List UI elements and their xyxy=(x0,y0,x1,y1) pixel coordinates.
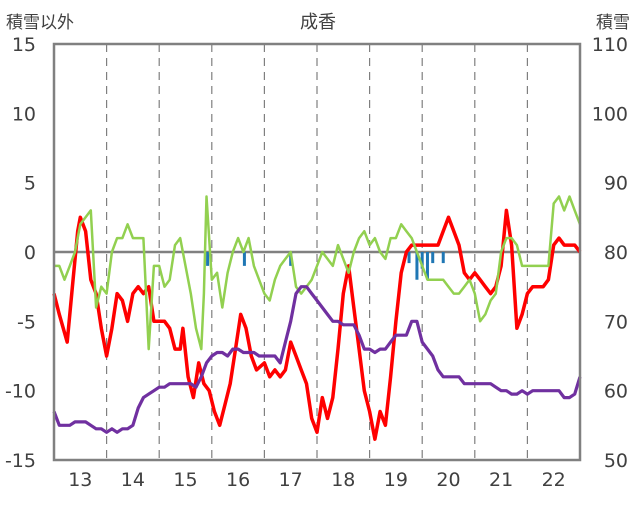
y-left-tick-label: 5 xyxy=(24,173,36,195)
y-left-tick-label: -10 xyxy=(5,381,36,403)
x-tick-label: 19 xyxy=(384,469,408,491)
chart-title: 成香 xyxy=(300,12,336,33)
series-line-purple xyxy=(52,285,582,434)
x-tick-label: 14 xyxy=(121,469,145,491)
precip-bar xyxy=(420,252,424,269)
y-right-axis-label: 積雪 xyxy=(596,13,630,33)
y-left-tick-label: 15 xyxy=(12,34,36,56)
y-left-tick-label: 0 xyxy=(24,242,36,264)
precip-bar xyxy=(425,252,429,280)
x-tick-label: 17 xyxy=(279,469,303,491)
y-left-tick-label: -15 xyxy=(5,450,36,472)
y-right-tick-label: 90 xyxy=(604,173,628,195)
precip-bar xyxy=(206,252,210,266)
y-left-tick-label: -5 xyxy=(17,311,36,333)
precip-bar xyxy=(431,252,435,264)
precip-bar xyxy=(407,252,411,264)
y-right-tick-label: 50 xyxy=(604,450,628,472)
y-right-tick-label: 100 xyxy=(592,103,628,125)
x-tick-label: 20 xyxy=(436,469,460,491)
x-tick-label: 13 xyxy=(68,469,92,491)
precip-bar xyxy=(242,252,246,266)
y-right-tick-label: 60 xyxy=(604,381,628,403)
precip-bar xyxy=(415,252,419,280)
x-tick-label: 18 xyxy=(331,469,355,491)
series-line-red xyxy=(52,208,582,441)
y-left-axis-label: 積雪以外 xyxy=(6,13,74,33)
precip-bar xyxy=(441,252,445,264)
y-left-tick-label: 10 xyxy=(12,103,36,125)
y-right-tick-label: 110 xyxy=(592,34,628,56)
x-tick-label: 21 xyxy=(489,469,513,491)
series-line-green xyxy=(54,195,582,351)
x-tick-label: 16 xyxy=(226,469,250,491)
x-tick-label: 15 xyxy=(173,469,197,491)
plot-frame xyxy=(52,42,582,462)
y-right-tick-label: 80 xyxy=(604,242,628,264)
y-right-tick-label: 70 xyxy=(604,311,628,333)
x-tick-label: 22 xyxy=(542,469,566,491)
